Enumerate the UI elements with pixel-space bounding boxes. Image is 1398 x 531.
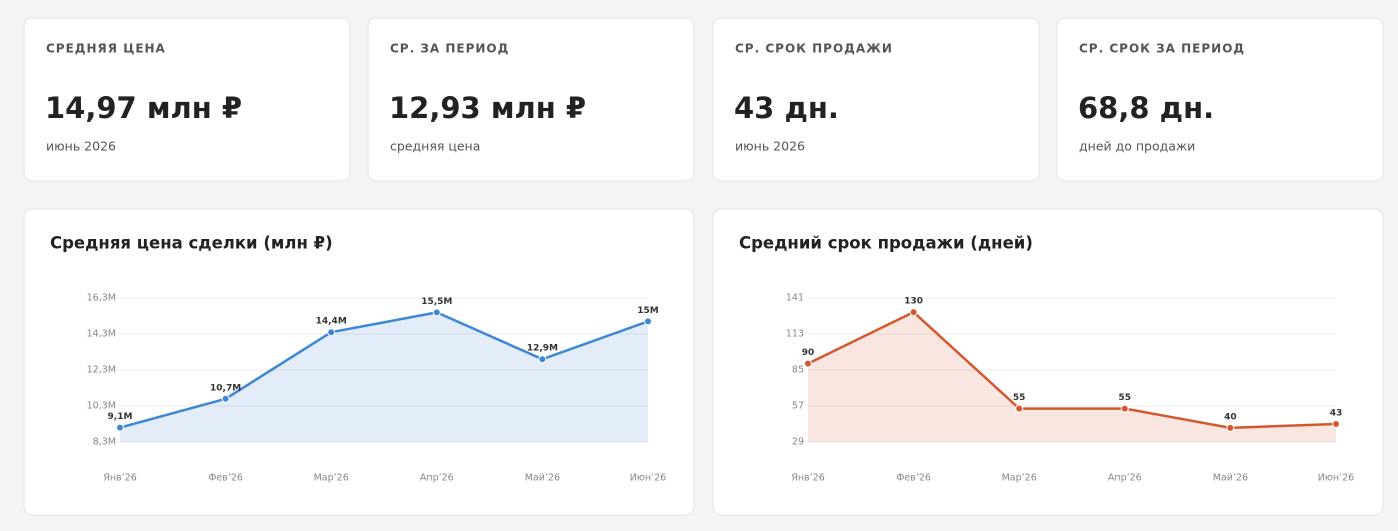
value-label: 55 xyxy=(1013,393,1026,403)
x-tick-label: Апр’26 xyxy=(420,473,454,484)
chart-card xyxy=(23,208,695,516)
card xyxy=(23,17,351,182)
value-label: 15,5M xyxy=(421,297,452,307)
card-note: июнь 2026 xyxy=(735,139,805,154)
value-label: 15M xyxy=(637,306,659,316)
point xyxy=(538,355,547,364)
x-tick-label: Мар’26 xyxy=(314,473,349,484)
value-label: 10,7M xyxy=(210,383,241,393)
area xyxy=(808,312,1336,442)
y-tick-label: 57 xyxy=(792,401,804,412)
y-tick-label: 113 xyxy=(786,329,804,340)
x-tick-label: Фев’26 xyxy=(896,473,931,484)
card-value: 43 дн. xyxy=(734,91,839,125)
x-tick-label: Июн’26 xyxy=(630,473,666,484)
kpi-cards: СРЕДНЯЯ ЦЕНА 14,97 млн ₽ июнь 2026 СР. З… xyxy=(23,17,1384,182)
value-label: 43 xyxy=(1330,409,1343,419)
card-note: дней до продажи xyxy=(1079,139,1195,154)
card xyxy=(367,17,695,182)
y-tick-label: 16,3M xyxy=(87,293,116,304)
card-value: 68,8 дн. xyxy=(1078,91,1214,125)
point xyxy=(644,317,652,326)
value-label: 14,4M xyxy=(316,317,347,327)
card-label: СР. СРОК ПРОДАЖИ xyxy=(735,42,893,56)
x-tick-label: Май’26 xyxy=(525,473,560,484)
card-label: СР. ЗА ПЕРИОД xyxy=(390,42,509,56)
card-note: средняя цена xyxy=(390,139,480,154)
y-tick-label: 141 xyxy=(786,293,804,304)
value-label: 12,9M xyxy=(527,344,558,354)
x-tick-label: Янв’26 xyxy=(791,473,825,484)
point xyxy=(327,328,336,337)
card xyxy=(712,17,1040,182)
y-tick-label: 10,3M xyxy=(87,401,116,412)
value-label: 90 xyxy=(802,348,815,358)
card xyxy=(1056,17,1384,182)
point xyxy=(116,423,124,432)
y-tick-label: 29 xyxy=(792,437,804,448)
card-value: 14,97 млн ₽ xyxy=(45,91,242,125)
card-value: 12,93 млн ₽ xyxy=(389,91,586,125)
line xyxy=(807,310,1337,430)
card-note: июнь 2026 xyxy=(46,139,116,154)
x-tick-label: Янв’26 xyxy=(103,473,137,484)
point xyxy=(1332,420,1340,428)
x-tick-label: Июн’26 xyxy=(1318,473,1354,484)
card-label: СР. СРОК ЗА ПЕРИОД xyxy=(1079,42,1245,56)
value-label: 130 xyxy=(904,297,923,307)
area xyxy=(120,312,648,442)
chart-title: Средняя цена сделки (млн ₽) xyxy=(50,234,333,253)
x-tick-label: Фев’26 xyxy=(208,473,243,484)
x-tick-label: Мар’26 xyxy=(1002,473,1037,484)
value-label: 9,1M xyxy=(108,412,133,422)
line xyxy=(119,311,649,429)
y-tick-label: 12,3M xyxy=(87,365,116,376)
y-tick-label: 8,3M xyxy=(93,437,116,448)
chart-title: Средний срок продажи (дней) xyxy=(739,234,1033,253)
chart-card xyxy=(712,208,1384,516)
x-tick-label: Апр’26 xyxy=(1108,473,1142,484)
value-label: 55 xyxy=(1119,393,1132,403)
point xyxy=(804,359,812,368)
point xyxy=(221,394,230,403)
value-label: 40 xyxy=(1224,412,1237,422)
point xyxy=(1015,404,1024,413)
point xyxy=(432,308,441,317)
point xyxy=(1120,404,1129,413)
x-tick-label: Май’26 xyxy=(1213,473,1248,484)
point xyxy=(909,308,918,317)
y-tick-label: 14,3M xyxy=(87,329,116,340)
card-label: СРЕДНЯЯ ЦЕНА xyxy=(46,42,166,56)
point xyxy=(1226,423,1235,432)
y-tick-label: 85 xyxy=(792,365,804,376)
